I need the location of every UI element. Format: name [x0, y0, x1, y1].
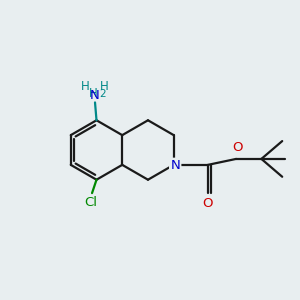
Text: N: N: [90, 88, 100, 101]
Text: 2: 2: [99, 88, 106, 98]
Text: N: N: [170, 159, 180, 172]
Text: O: O: [232, 141, 243, 154]
Text: H: H: [89, 87, 98, 100]
Text: H: H: [100, 80, 109, 93]
Text: N: N: [170, 159, 180, 172]
Text: O: O: [232, 141, 243, 154]
Text: H: H: [81, 80, 90, 93]
Text: O: O: [203, 197, 213, 210]
Text: Cl: Cl: [84, 196, 97, 208]
Text: O: O: [203, 197, 213, 210]
